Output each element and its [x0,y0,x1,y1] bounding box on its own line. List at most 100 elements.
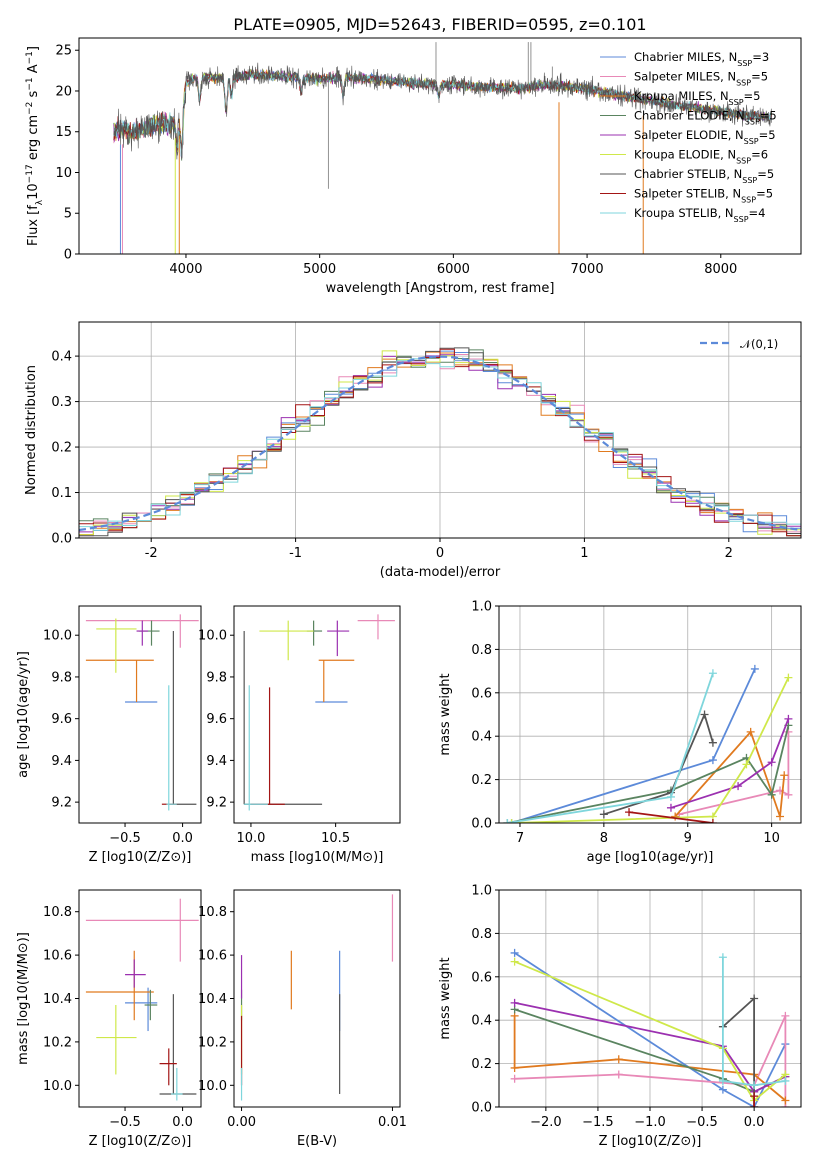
x-tick-label: 7000 [571,262,604,277]
x-tick-label: 0.0 [172,831,193,846]
x-axis-label: (data-model)/error [380,565,501,580]
x-tick-label: 8000 [704,262,737,277]
gaussian-curve [79,355,801,532]
legend-entry: 𝒩(0,1) [740,337,778,351]
x-tick-label: 10 [763,831,780,846]
y-tick-label: 0.2 [471,1057,492,1072]
x-tick-label: 10.0 [236,831,265,846]
x-tick-label: -2 [145,546,158,561]
legend-entry: Salpeter ELODIE, NSSP=5 [634,128,776,146]
y-tick-label: 9.2 [51,796,72,811]
plot-frame [233,605,401,824]
legend-entry: Chabrier MILES, NSSP=3 [634,50,769,68]
y-tick-label: 9.2 [206,796,227,811]
weight-marker [781,1076,790,1085]
weight-marker [666,792,675,801]
x-tick-label: 1 [580,546,588,561]
weight-marker [614,1070,623,1079]
weight-marker [510,1074,519,1083]
y-tick-label: 9.8 [206,670,227,685]
x-tick-label: 0 [436,546,444,561]
x-tick-label: −0.5 [109,831,141,846]
x-axis-label: age [log10(age/yr)] [587,850,714,865]
y-tick-label: 10.4 [43,992,72,1007]
weight-marker [784,790,793,799]
x-tick-label: −2.0 [530,1115,562,1130]
weight-marker [625,808,634,817]
x-tick-label: 10.5 [321,831,350,846]
figure-title: PLATE=0905, MJD=52643, FIBERID=0595, z=0… [233,15,646,34]
weight-marker [510,957,519,966]
plot-frame [78,605,202,824]
y-tick-label: 0.2 [471,773,492,788]
y-tick-label: 10.0 [198,1079,227,1094]
x-axis-label: Z [log10(Z/Z⊙)] [89,1134,192,1149]
weight-line-kroupa-stelib [722,957,786,1087]
weight-marker [503,819,512,823]
x-tick-label: 7 [516,831,524,846]
y-tick-label: 0.1 [51,486,72,501]
y-tick-label: 10.8 [43,905,72,920]
age_vs_mass-panel: 10.0 10.5 9.2 9.4 9.6 9.8 10.0 mass [log10(M/M⊙… [198,605,401,865]
spectrum-panel: 4000 5000 6000 7000 8000 0 5 10 15 20 25 wavelength… [25,37,802,296]
x-tick-label: 4000 [169,262,202,277]
spectrum-legend: Chabrier MILES, NSSP=3 Salpeter MILES, NS… [600,50,777,224]
weight-marker [746,727,755,736]
weight-marker [708,819,717,823]
y-tick-label: 9.4 [206,754,227,769]
x-axis-label: Z [log10(Z/Z⊙)] [89,850,192,865]
weight-line-chabrier-miles [514,952,787,1107]
weight-line-kroupa-miles [674,730,786,818]
weight-marker [750,1081,759,1090]
spectrum-plot-area [113,42,772,254]
weight_vs_Z-plot-area [510,948,790,1107]
weight-marker [614,1055,623,1064]
weight-marker [718,1085,727,1094]
weight-marker [718,1076,727,1085]
legend-entry: Chabrier ELODIE, NSSP=5 [634,109,777,127]
weight-marker [734,782,743,791]
x-tick-label: −0.5 [109,1115,141,1130]
y-tick-label: 10.6 [43,949,72,964]
y-axis-label: age [log10(age/yr)] [16,651,31,778]
legend-entry: Kroupa ELODIE, NSSP=6 [634,148,768,166]
weight-marker [781,1011,790,1020]
weight-marker [767,758,776,767]
weight-marker [510,1063,519,1072]
age_vs_Z-plot-area [85,614,199,811]
x-tick-label: 0.00 [227,1115,256,1130]
legend-entry: Kroupa MILES, NSSP=5 [634,89,760,107]
y-tick-label: 1.0 [471,600,492,615]
x-axis-label: Z [log10(Z/Z⊙)] [599,1134,702,1149]
residuals-plot-area [79,347,801,537]
weight-marker [708,738,717,747]
weight-line-salpeter-miles [679,731,790,816]
weight-marker [708,669,717,678]
y-tick-label: 10.0 [43,629,72,644]
weight-marker [718,953,727,962]
y-tick-label: 0.0 [471,817,492,832]
y-tick-label: 10.2 [198,1035,227,1050]
weight-line-salpeter-elodie [670,718,790,809]
y-tick-label: 9.6 [206,712,227,727]
plot-frame [78,37,802,255]
y-tick-label: 0.4 [471,1014,492,1029]
residual-histogram-kroupa-stelib [79,358,801,531]
weight-line-salpeter-elodie [514,1001,786,1093]
weight-marker [750,994,759,1003]
weight-marker [742,760,751,769]
y-tick-label: 9.6 [51,712,72,727]
y-tick-label: 10.0 [43,1079,72,1094]
residual-histogram-kroupa-elodie [79,350,801,536]
y-tick-label: 0.4 [471,730,492,745]
weight-marker [781,1096,790,1105]
y-axis-label: mass weight [438,673,453,755]
mass_vs_Z-panel: −0.5 0.0 10.0 10.2 10.4 10.6 10.8 Z [log10(Z/Z⊙… [16,889,202,1149]
y-tick-label: 0.8 [471,927,492,942]
x-tick-label: 5000 [303,262,336,277]
y-tick-label: 20 [55,84,72,99]
x-tick-label: 0.0 [172,1115,193,1130]
mass_vs_Z-plot-area [85,898,199,1101]
y-axis-label: Flux [fλ10−17 erg cm−2 s−1 A−1] [25,46,45,246]
